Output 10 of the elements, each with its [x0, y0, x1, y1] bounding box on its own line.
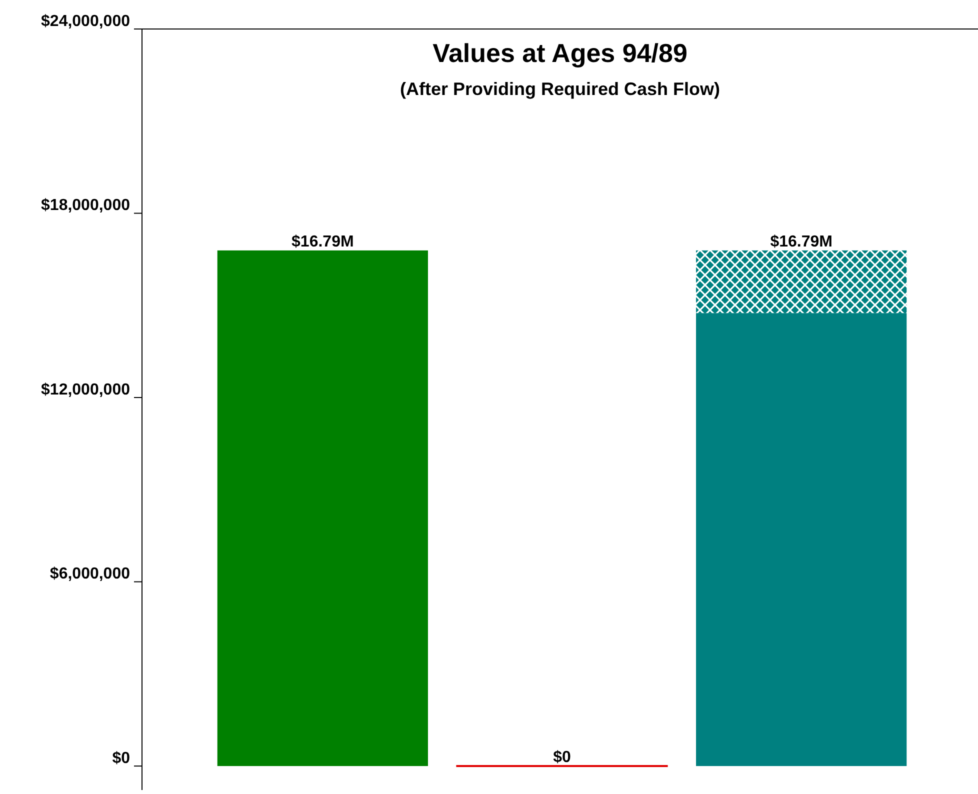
chart-title: Values at Ages 94/89 — [432, 38, 688, 68]
y-tick-label: $6,000,000 — [50, 566, 130, 583]
y-tick-label: $0 — [112, 750, 130, 767]
total-label: $16.79M — [292, 233, 354, 250]
y-tick-label: $12,000,000 — [41, 381, 130, 398]
total-label: $16.79M — [770, 233, 832, 250]
y-tick-label: $18,000,000 — [41, 197, 130, 214]
total-label: $0 — [553, 749, 571, 766]
y-tick-label: $24,000,000 — [41, 12, 130, 30]
text: (After Providing Required Cash Flow) — [400, 79, 720, 99]
